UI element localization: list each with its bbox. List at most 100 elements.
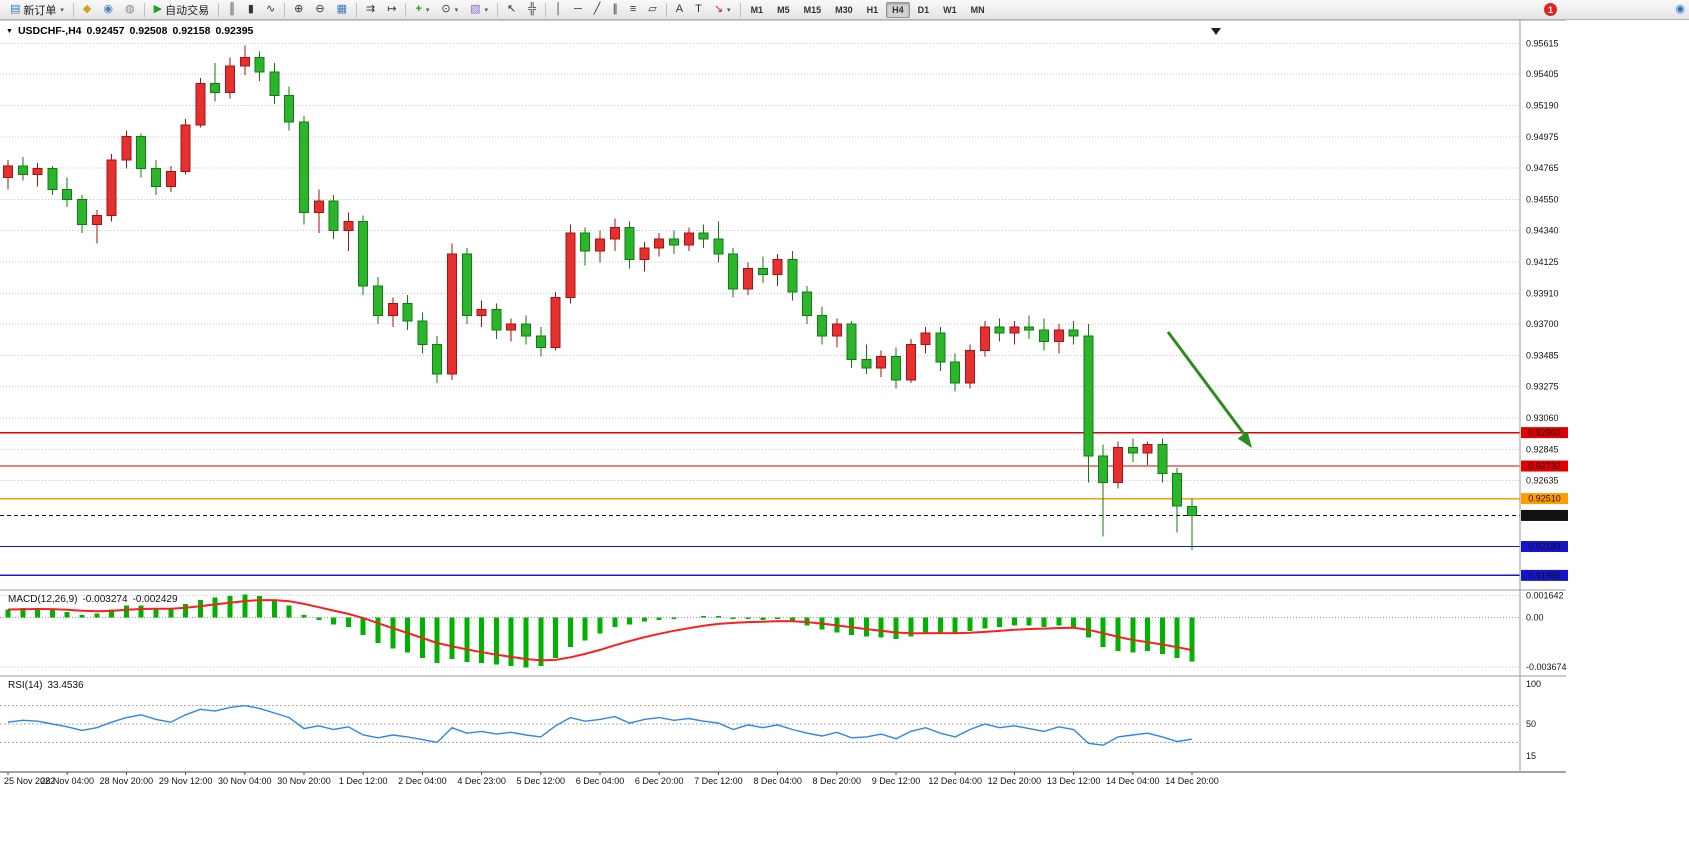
depth-of-market-icon[interactable]: ◉ <box>98 1 118 19</box>
community-icon[interactable]: ◉ <box>1675 3 1685 15</box>
price-scale-label: 0.95190 <box>1526 101 1559 111</box>
crosshair-icon[interactable]: ╬ <box>523 1 541 19</box>
arrows-icon[interactable]: ↘ ▾ <box>709 1 736 19</box>
chevron-down-icon: ▾ <box>425 6 430 14</box>
timeframe-button-MN[interactable]: MN <box>970 4 985 15</box>
auto-trading-glyph: ▶ <box>153 3 163 15</box>
timeframe-button-H4[interactable]: H4 <box>886 1 910 18</box>
zoom-in-icon-glyph: ⊕ <box>294 3 304 15</box>
templates-icon[interactable]: ▨ ▾ <box>465 1 493 19</box>
price-level-tags[interactable]: 0.92960 0.92732 0.92510 0.92395 0.92183 0.919… <box>1521 427 1568 581</box>
toolbar-separator <box>356 2 357 17</box>
indicators-icon[interactable]: + ▾ <box>410 1 434 19</box>
new-order-button-label: 新订单 <box>23 4 57 17</box>
chart-shift-icon[interactable]: ↦ <box>382 1 401 19</box>
candles-chart-icon[interactable]: ▮ <box>243 1 259 19</box>
price-level-tag-0.92510[interactable] <box>1521 493 1568 505</box>
timeframe-button-D1[interactable]: D1 <box>917 4 930 15</box>
crosshair-icon-glyph: ╬ <box>528 3 537 15</box>
chevron-down-icon: ▾ <box>60 6 64 14</box>
text-label-icon[interactable]: T <box>690 1 707 19</box>
macd-scale-label: -0.003674 <box>1526 662 1567 672</box>
timeframe-button-M5[interactable]: M5 <box>777 4 790 15</box>
toolbar-separator <box>665 2 667 17</box>
time-axis-label: 30 Nov 20:00 <box>277 776 331 786</box>
timeframe-button-W1[interactable]: W1 <box>943 4 957 15</box>
toolbar-separator <box>497 2 499 17</box>
zoom-out-icon[interactable]: ⊖ <box>310 1 329 19</box>
chart-shift-marker[interactable] <box>1211 28 1221 35</box>
time-axis-label: 8 Dec 20:00 <box>813 776 862 786</box>
price-level-tag-0.92183[interactable] <box>1521 541 1568 553</box>
trend-arrow-annotation[interactable] <box>1166 331 1252 448</box>
timeframe-button-H1[interactable]: H1 <box>866 4 879 15</box>
time-axis-label: 7 Dec 12:00 <box>694 776 743 786</box>
templates-icon-glyph: ▨ <box>470 3 481 15</box>
line-chart-icon[interactable]: ∿ <box>261 1 280 19</box>
macd-scale-label: 0.001642 <box>1526 590 1564 600</box>
price-scale-label: 0.93060 <box>1526 413 1559 423</box>
toolbar: ▤ 新订单 ▾ ◆ ◉ ◍ ▶ 自动交易 ║ ▮ ∿ ⊕ ⊖ ▦ ⇉ ↦ + ▾ ⊙ ▾ ▨ ▾ ↖ ╬ │ ─ ╱ ∥ ≡ ▱ A T ↘ ▾ … <box>0 0 1689 20</box>
time-axis-label: 14 Dec 20:00 <box>1165 776 1219 786</box>
time-axis-label: 8 Dec 04:00 <box>753 776 802 786</box>
time-axis-label: 28 Nov 04:00 <box>40 776 94 786</box>
horizontal-level-lines[interactable] <box>0 431 1520 577</box>
new-order-glyph: ▤ <box>10 3 21 15</box>
auto-scroll-icon[interactable]: ⇉ <box>361 1 380 19</box>
price-level-tag-0.92732[interactable] <box>1521 460 1568 472</box>
auto-trading-button[interactable]: ▶ 自动交易 <box>149 1 214 19</box>
price-level-tag-0.91986[interactable] <box>1521 569 1568 581</box>
macd-signal-line <box>7 599 1193 662</box>
time-axis-label: 1 Dec 12:00 <box>339 776 388 786</box>
periods-icon[interactable]: ⊙ ▾ <box>436 1 463 19</box>
cursor-icon[interactable]: ↖ <box>502 1 521 19</box>
trendline-icon[interactable]: ╱ <box>589 1 606 19</box>
timeframe-button-M15[interactable]: M15 <box>803 4 822 15</box>
zoom-in-icon[interactable]: ⊕ <box>289 1 308 19</box>
chart-window[interactable]: 0.95615 0.95405 0.95190 0.94975 0.94765 0.945… <box>0 20 1689 858</box>
timeframe-button-M1[interactable]: M1 <box>750 4 764 15</box>
time-axis-label: 28 Nov 20:00 <box>100 776 154 786</box>
rsi-scale-label: 50 <box>1526 719 1536 729</box>
price-scale-label: 0.94340 <box>1526 225 1559 235</box>
price-scale[interactable]: 0.95615 0.95405 0.95190 0.94975 0.94765 0.945… <box>1526 38 1567 761</box>
vertical-line-icon[interactable]: │ <box>550 1 567 19</box>
price-scale-label: 0.94975 <box>1526 132 1559 142</box>
time-axis-label: 9 Dec 12:00 <box>872 776 921 786</box>
price-scale-label: 0.92845 <box>1526 444 1559 454</box>
chart-shift-icon-glyph: ↦ <box>387 3 397 15</box>
arrows-icon-glyph: ↘ <box>713 3 724 15</box>
chart-canvas[interactable]: 0.95615 0.95405 0.95190 0.94975 0.94765 0.945… <box>0 20 1689 858</box>
text-icon-glyph: A <box>675 3 684 15</box>
bars-chart-icon[interactable]: ║ <box>223 1 241 19</box>
fibonacci-icon[interactable]: ≡ <box>625 1 641 19</box>
fibonacci-icon-glyph: ≡ <box>629 3 637 15</box>
macd-scale-label: 0.00 <box>1526 613 1544 623</box>
announcement-icon[interactable]: ◆ <box>78 1 96 19</box>
notification-badge[interactable]: 1 <box>1544 3 1557 16</box>
rsi-scale-label: 15 <box>1526 751 1536 761</box>
timeframe-button-M30[interactable]: M30 <box>835 4 853 15</box>
panel-separators[interactable] <box>0 20 1566 773</box>
horizontal-line-icon[interactable]: ─ <box>569 1 587 19</box>
shapes-icon[interactable]: ▱ <box>643 1 661 19</box>
price-scale-label: 0.92635 <box>1526 475 1559 485</box>
price-scale-label: 0.95405 <box>1526 69 1559 79</box>
price-level-tag-0.92395[interactable] <box>1521 509 1568 521</box>
chart-background <box>0 20 1689 858</box>
candles-chart-icon-glyph: ▮ <box>247 3 254 15</box>
toolbar-buttons: ▤ 新订单 ▾ ◆ ◉ ◍ ▶ 自动交易 ║ ▮ ∿ ⊕ ⊖ ▦ ⇉ ↦ + ▾ ⊙ ▾ ▨ ▾ ↖ ╬ │ ─ ╱ ∥ ≡ ▱ A T ↘ ▾ <box>4 0 744 20</box>
svg-text:0.91986: 0.91986 <box>1528 570 1561 580</box>
new-order-button[interactable]: ▤ 新订单 ▾ <box>5 1 69 19</box>
price-level-tag-0.92960[interactable] <box>1521 427 1568 439</box>
alerts-icon[interactable]: ◍ <box>120 1 140 19</box>
time-axis-label: 6 Dec 04:00 <box>576 776 625 786</box>
channel-icon[interactable]: ∥ <box>607 1 623 19</box>
text-icon[interactable]: A <box>671 1 688 19</box>
trendline-icon-glyph: ╱ <box>593 3 601 15</box>
svg-text:0.92960: 0.92960 <box>1528 428 1561 438</box>
chevron-down-icon: ▾ <box>454 6 459 14</box>
time-axis-label: 25 Nov 2022 <box>4 776 55 786</box>
tile-windows-icon[interactable]: ▦ <box>332 1 352 19</box>
